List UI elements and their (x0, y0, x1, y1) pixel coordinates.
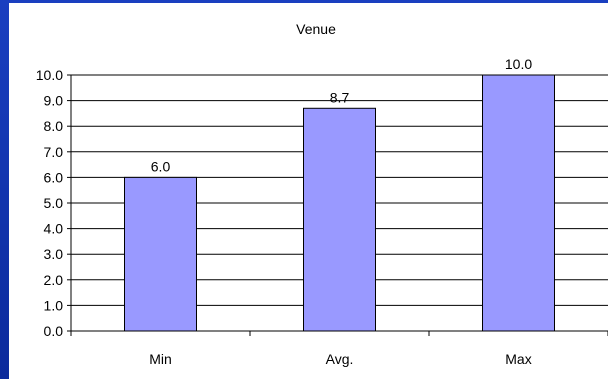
y-tick-label: 0.0 (44, 323, 64, 339)
y-tick-label: 10.0 (36, 67, 63, 83)
y-tick-label: 7.0 (44, 144, 64, 160)
bar-max (482, 74, 555, 332)
axes (70, 75, 608, 336)
y-tick-label: 2.0 (44, 272, 64, 288)
data-label: 10.0 (505, 56, 532, 72)
y-tick-labels: 0.0 1.0 2.0 3.0 4.0 5.0 6.0 7.0 8.0 9.0 10.0 (36, 67, 63, 339)
data-label: 8.7 (330, 89, 350, 105)
y-tick-label: 6.0 (44, 169, 64, 185)
x-category-label: Avg. (326, 351, 354, 367)
data-labels: 6.0 8.7 10.0 (151, 56, 533, 174)
y-tick-label: 4.0 (44, 221, 64, 237)
x-category-labels: Min Avg. Max (149, 351, 532, 367)
data-label: 6.0 (151, 158, 171, 174)
x-category-label: Min (149, 351, 172, 367)
bar-min (124, 176, 197, 332)
y-tick-label: 1.0 (44, 297, 64, 313)
y-tick-label: 8.0 (44, 118, 64, 134)
bar-avg (303, 107, 376, 332)
chart-area: Venue 0.0 1.0 2.0 3.0 4.0 5.0 6.0 7.0 8.0 9.0 10.0… (9, 3, 608, 379)
y-tick-label: 5.0 (44, 195, 64, 211)
bar-chart: Venue 0.0 1.0 2.0 3.0 4.0 5.0 6.0 7.0 8.0 9.0 10.0… (36, 21, 608, 367)
chart-title: Venue (296, 21, 336, 37)
x-category-label: Max (505, 351, 531, 367)
bars (124, 74, 555, 332)
y-tick-label: 9.0 (44, 93, 64, 109)
y-tick-label: 3.0 (44, 246, 64, 262)
